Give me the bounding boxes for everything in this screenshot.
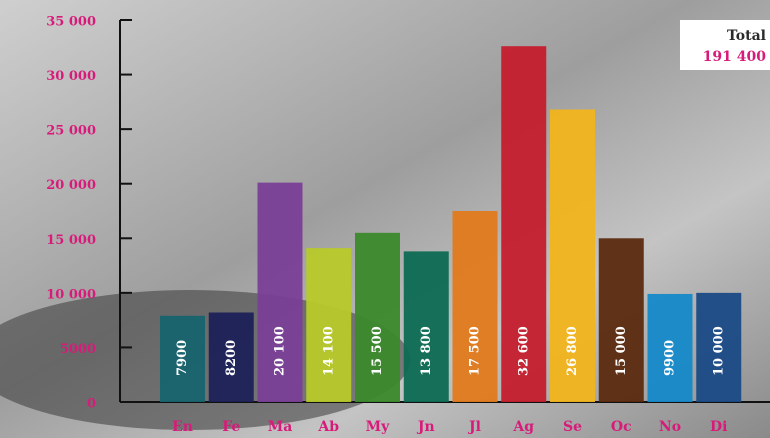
value-label: 8200 xyxy=(224,340,239,376)
bar xyxy=(257,182,303,402)
value-label: 20 100 xyxy=(273,326,288,376)
x-tick-label: Oc xyxy=(611,419,632,435)
value-label: 17 500 xyxy=(468,326,483,376)
y-tick-label: 35 000 xyxy=(46,15,96,30)
bar xyxy=(598,238,644,402)
y-tick-label: 25 000 xyxy=(46,124,96,139)
bar xyxy=(696,292,742,402)
x-tick-label: Di xyxy=(710,419,727,435)
x-tick-label: Jl xyxy=(467,419,481,435)
bar xyxy=(550,109,595,403)
total-value: 191 400 xyxy=(703,49,767,65)
total-box xyxy=(680,20,770,70)
x-tick-label: Ab xyxy=(317,419,339,435)
bar xyxy=(452,211,498,402)
x-tick-label: Se xyxy=(563,419,582,435)
value-label: 7900 xyxy=(175,340,190,376)
y-tick-label: 15 000 xyxy=(46,233,96,248)
value-label: 13 800 xyxy=(419,326,434,376)
value-label: 26 800 xyxy=(565,326,580,376)
total-title: Total xyxy=(727,28,766,44)
value-label: 15 500 xyxy=(370,326,385,376)
x-tick-label: My xyxy=(366,419,390,435)
bar xyxy=(501,46,547,403)
y-tick-label: 20 000 xyxy=(46,178,96,193)
y-tick-label: 10 000 xyxy=(46,287,96,302)
value-label: 10 000 xyxy=(711,326,726,376)
y-tick-label: 0 xyxy=(87,397,96,412)
bar xyxy=(403,251,449,402)
value-label: 9900 xyxy=(663,340,678,376)
x-tick-label: Jn xyxy=(416,419,435,435)
bar xyxy=(647,293,693,402)
bar xyxy=(160,315,205,402)
bar xyxy=(208,312,254,402)
bar xyxy=(306,248,352,402)
y-tick-label: 5000 xyxy=(60,342,96,357)
value-label: 32 600 xyxy=(516,326,531,376)
x-tick-label: Fe xyxy=(222,419,240,435)
y-tick-label: 30 000 xyxy=(46,69,96,84)
value-label: 15 000 xyxy=(614,326,629,376)
bar xyxy=(355,232,400,402)
x-tick-label: En xyxy=(172,419,193,435)
value-label: 14 100 xyxy=(321,326,336,376)
x-tick-label: Ag xyxy=(512,419,534,435)
x-tick-label: No xyxy=(659,419,681,435)
x-tick-label: Ma xyxy=(268,419,293,435)
